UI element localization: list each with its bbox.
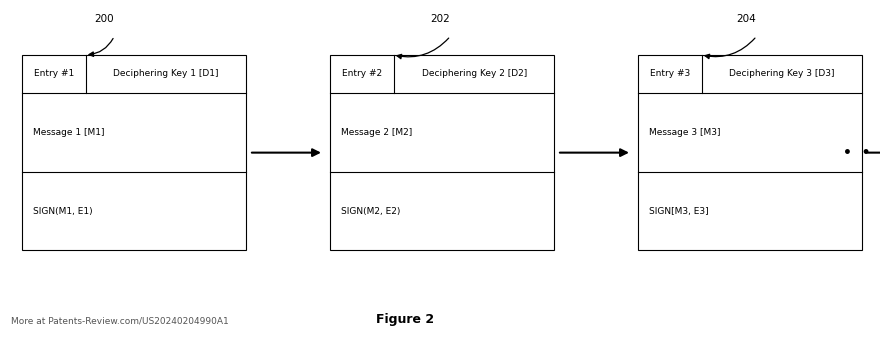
Text: SIGN(M2, E2): SIGN(M2, E2) <box>341 207 400 216</box>
Text: More at Patents-Review.com/US20240204990A1: More at Patents-Review.com/US20240204990… <box>11 317 228 326</box>
Bar <box>22 55 246 250</box>
Text: Entry #2: Entry #2 <box>342 69 382 79</box>
Text: Entry #1: Entry #1 <box>33 69 74 79</box>
Text: SIGN(M1, E1): SIGN(M1, E1) <box>33 207 92 216</box>
Text: 202: 202 <box>430 14 450 24</box>
Bar <box>330 55 554 250</box>
Text: Deciphering Key 1 [D1]: Deciphering Key 1 [D1] <box>114 69 219 79</box>
Text: Message 3 [M3]: Message 3 [M3] <box>649 128 720 137</box>
Text: 200: 200 <box>94 14 114 24</box>
Text: Deciphering Key 3 [D3]: Deciphering Key 3 [D3] <box>730 69 835 79</box>
Text: •  •  •: • • • <box>843 146 880 159</box>
Text: 204: 204 <box>737 14 756 24</box>
Bar <box>638 55 862 250</box>
Text: Figure 2: Figure 2 <box>376 313 434 326</box>
Text: Message 1 [M1]: Message 1 [M1] <box>33 128 104 137</box>
Text: SIGN[M3, E3]: SIGN[M3, E3] <box>649 207 708 216</box>
Text: Deciphering Key 2 [D2]: Deciphering Key 2 [D2] <box>422 69 527 79</box>
Text: Entry #3: Entry #3 <box>649 69 690 79</box>
Text: Message 2 [M2]: Message 2 [M2] <box>341 128 412 137</box>
